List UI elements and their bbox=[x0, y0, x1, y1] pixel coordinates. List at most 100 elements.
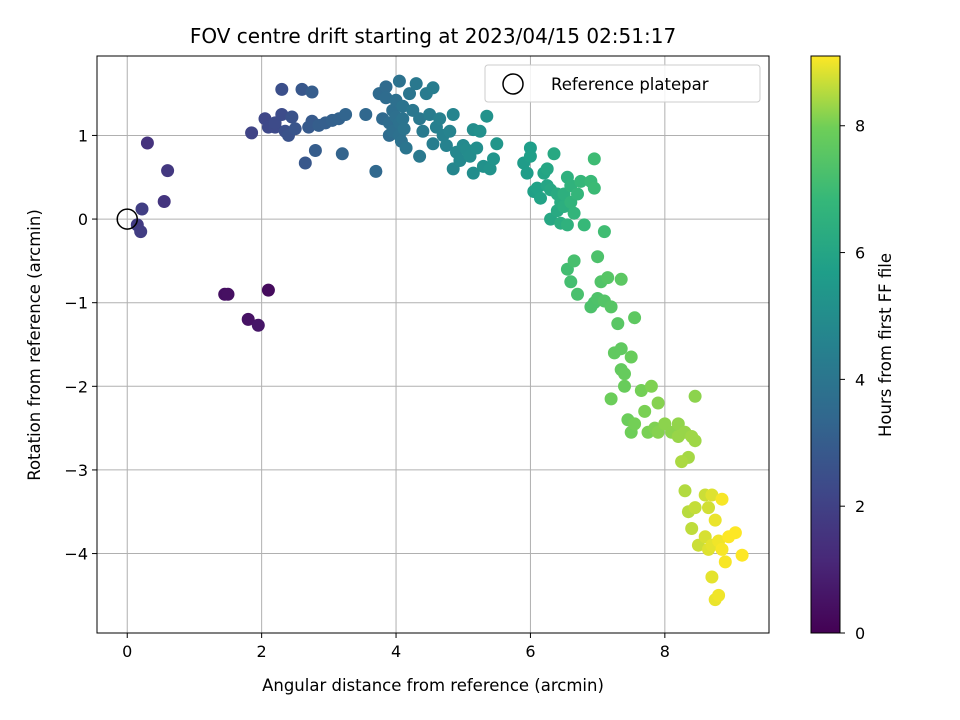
scatter-point bbox=[439, 139, 453, 152]
scatter-point bbox=[397, 122, 411, 136]
x-tick-label: 6 bbox=[525, 642, 535, 661]
scatter-point bbox=[628, 417, 642, 431]
scatter-point bbox=[715, 542, 729, 556]
scatter-point bbox=[490, 137, 504, 151]
scatter-point bbox=[275, 108, 289, 121]
scatter-point bbox=[443, 124, 457, 138]
scatter-point bbox=[403, 87, 416, 101]
scatter-point bbox=[567, 206, 581, 220]
scatter-point bbox=[487, 152, 500, 166]
scatter-point bbox=[634, 384, 648, 397]
scatter-point bbox=[399, 141, 413, 155]
scatter-point bbox=[705, 488, 719, 502]
scatter-point bbox=[298, 156, 312, 170]
colorbar-gradient bbox=[810, 55, 841, 634]
colorbar: 0 2 4 6 8 Hours from first FF file bbox=[810, 55, 895, 643]
scatter-point bbox=[339, 108, 353, 121]
scatter-point bbox=[470, 141, 484, 155]
scatter-point bbox=[530, 181, 544, 195]
scatter-point bbox=[379, 91, 393, 105]
chart-title: FOV centre drift starting at 2023/04/15 … bbox=[190, 24, 676, 48]
scatter-point bbox=[275, 82, 289, 96]
x-tick-label: 8 bbox=[660, 642, 670, 661]
scatter-point bbox=[688, 501, 702, 515]
x-tick-label: 4 bbox=[391, 642, 401, 661]
scatter-point bbox=[577, 218, 591, 232]
scatter-point bbox=[574, 174, 588, 188]
reference-platepar-marker bbox=[116, 208, 138, 230]
scatter-point bbox=[413, 149, 427, 163]
scatter-point bbox=[651, 396, 665, 410]
scatter-point bbox=[241, 312, 255, 326]
scatter-point bbox=[157, 195, 171, 208]
colorbar-tick-label: 2 bbox=[855, 497, 865, 516]
colorbar-tick-label: 6 bbox=[855, 244, 865, 263]
scatter-point bbox=[534, 191, 547, 205]
x-axis-label: Angular distance from reference (arcmin) bbox=[262, 676, 604, 695]
scatter-point bbox=[614, 342, 628, 356]
scatter-point bbox=[446, 108, 460, 121]
scatter-point bbox=[335, 147, 349, 161]
x-tick-label: 2 bbox=[257, 642, 267, 661]
scatter-point bbox=[359, 108, 373, 121]
scatter-point bbox=[601, 271, 615, 285]
y-tick-label: −4 bbox=[64, 545, 88, 564]
scatter-point bbox=[591, 250, 605, 264]
scatter-point bbox=[675, 455, 689, 469]
scatter-point bbox=[426, 137, 440, 151]
scatter-point bbox=[712, 588, 726, 602]
scatter-point bbox=[571, 287, 584, 301]
colorbar-tick-label: 4 bbox=[855, 370, 865, 389]
scatter-point bbox=[618, 379, 631, 393]
scatter-point bbox=[571, 187, 584, 201]
scatter-point bbox=[426, 81, 440, 95]
scatter-point bbox=[453, 154, 467, 167]
scatter-point bbox=[308, 144, 322, 157]
scatter-point bbox=[135, 202, 149, 216]
scatter-points bbox=[130, 74, 749, 607]
scatter-point bbox=[288, 122, 302, 136]
y-axis-ticks: 1 0 −1 −2 −3 −4 bbox=[64, 126, 97, 564]
legend-box bbox=[484, 64, 761, 103]
scatter-point bbox=[624, 350, 638, 364]
scatter-point bbox=[702, 501, 715, 515]
scatter-point bbox=[369, 164, 383, 178]
scatter-point bbox=[423, 108, 437, 121]
scatter-point bbox=[587, 181, 601, 195]
scatter-point bbox=[614, 272, 628, 286]
scatter-point bbox=[392, 74, 406, 88]
scatter-point bbox=[644, 379, 658, 393]
scatter-point bbox=[715, 492, 729, 506]
y-tick-label: −1 bbox=[64, 294, 88, 313]
scatter-point bbox=[678, 484, 692, 498]
scatter-point bbox=[161, 164, 175, 178]
scatter-point bbox=[413, 112, 427, 126]
scatter-point bbox=[261, 283, 275, 297]
scatter-point bbox=[396, 99, 410, 113]
scatter-point bbox=[611, 317, 625, 331]
scatter-point bbox=[567, 254, 581, 268]
scatter-point bbox=[416, 124, 430, 138]
scatter-point bbox=[140, 136, 154, 150]
legend-marker bbox=[502, 73, 524, 95]
scatter-point bbox=[708, 513, 722, 527]
scatter-point bbox=[705, 570, 719, 584]
scatter-point bbox=[409, 77, 423, 91]
scatter-point bbox=[245, 126, 259, 140]
scatter-point bbox=[638, 404, 652, 418]
scatter-point bbox=[547, 147, 561, 161]
scatter-point bbox=[483, 162, 497, 176]
scatter-point bbox=[564, 275, 578, 289]
y-tick-label: 0 bbox=[78, 210, 88, 229]
scatter-point bbox=[473, 124, 487, 138]
scatter-point bbox=[466, 166, 480, 180]
scatter-point bbox=[523, 149, 537, 163]
scatter-point bbox=[295, 82, 309, 96]
scatter-point bbox=[587, 152, 601, 166]
scatter-point bbox=[540, 162, 554, 176]
plot-frame bbox=[96, 55, 770, 634]
scatter-point bbox=[433, 112, 447, 126]
scatter-point bbox=[735, 548, 749, 562]
scatter-point bbox=[604, 300, 618, 314]
y-tick-label: 1 bbox=[78, 126, 88, 145]
